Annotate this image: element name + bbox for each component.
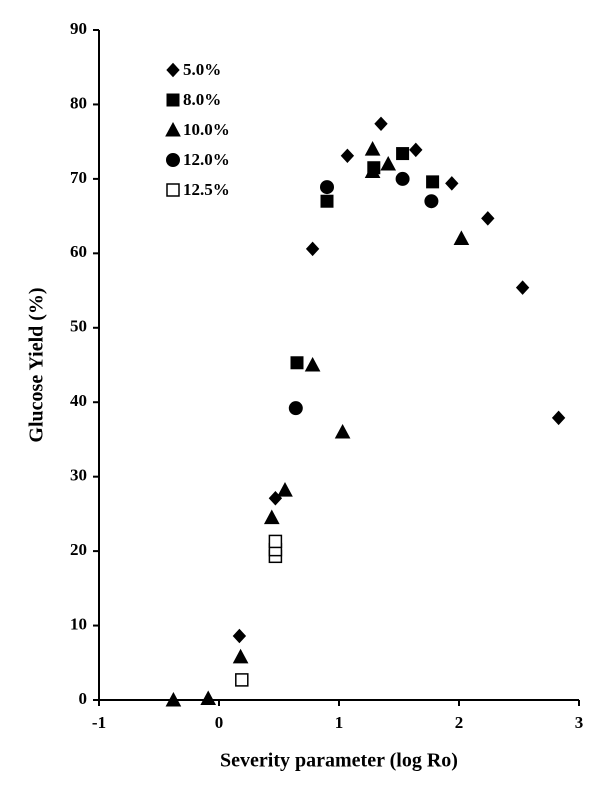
legend-label: 8.0% (183, 90, 221, 109)
y-tick-label: 60 (70, 242, 87, 261)
point (232, 628, 247, 644)
y-tick-label: 70 (70, 168, 87, 187)
point (288, 401, 303, 416)
point (305, 241, 320, 257)
point (320, 180, 334, 195)
y-tick-label: 0 (79, 689, 88, 708)
legend-label: 10.0% (183, 120, 230, 139)
y-tick-label: 10 (70, 614, 87, 633)
point (515, 280, 530, 295)
y-tick-label: 30 (70, 466, 87, 485)
point (409, 142, 423, 158)
point (165, 691, 182, 707)
legend-label: 5.0% (183, 60, 221, 79)
point (235, 673, 249, 687)
point (364, 141, 381, 156)
legend-label: 12.5% (183, 180, 230, 199)
x-axis-label: Severity parameter (log Ro) (220, 750, 458, 772)
point (232, 648, 249, 664)
legend-marker (166, 183, 180, 197)
legend-marker (166, 153, 180, 167)
x-tick-label: 1 (335, 713, 344, 732)
point (453, 230, 470, 245)
y-tick-label: 90 (70, 19, 87, 38)
point (268, 534, 283, 549)
point (290, 356, 304, 370)
x-tick-label: 2 (455, 713, 464, 732)
point (263, 509, 280, 525)
point (277, 482, 293, 497)
legend-marker (165, 121, 181, 137)
point (551, 410, 566, 426)
point (334, 423, 351, 439)
point (200, 690, 217, 706)
legend-label: 12.0% (183, 150, 230, 169)
x-tick-label: 0 (215, 713, 224, 732)
x-tick-label: 3 (575, 713, 584, 732)
y-tick-label: 40 (70, 391, 87, 410)
point (380, 155, 397, 171)
y-tick-label: 50 (70, 317, 87, 336)
point (374, 116, 388, 132)
point (396, 147, 410, 161)
point (426, 175, 440, 189)
legend-marker (166, 62, 180, 78)
point (424, 194, 439, 209)
legend-marker (166, 93, 180, 107)
point (481, 211, 495, 226)
point (395, 171, 410, 186)
y-axis-label: Glucose Yield (%) (26, 287, 48, 442)
point (364, 163, 381, 178)
point (340, 148, 355, 164)
point (445, 176, 459, 191)
point (304, 356, 321, 372)
y-tick-label: 80 (70, 93, 87, 112)
point (320, 194, 334, 208)
x-tick-label: -1 (92, 713, 106, 732)
y-tick-label: 20 (70, 540, 87, 559)
